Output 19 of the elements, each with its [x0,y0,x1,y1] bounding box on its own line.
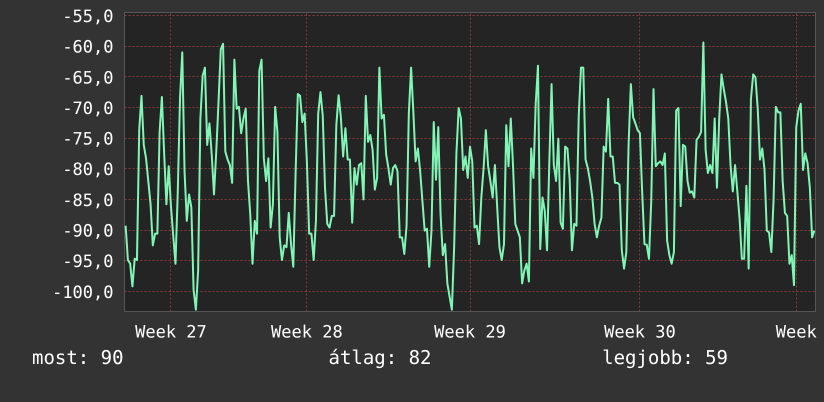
text: legjobb: 59 [601,346,728,371]
y-tick-label: -90,0 [62,222,114,242]
text: átlag: 82 [328,346,432,371]
y-tick-label: -60,0 [62,38,114,58]
x-tick-label: Week 30 [604,322,676,342]
line-series [124,42,816,311]
y-tick-label: -55,0 [62,7,114,28]
y-tick-label: -75,0 [62,130,114,150]
text: most: 90 [32,346,125,371]
y-tick-label: -70,0 [62,98,114,119]
x-tick-label: Week 29 [434,322,506,342]
y-tick-label: -85,0 [62,190,114,211]
y-tick-label: -95,0 [62,252,114,272]
x-tick-label: Week [776,322,817,342]
x-tick-label: Week 28 [271,322,343,342]
y-tick-label: -80,0 [62,160,114,180]
x-tick-label: Week 27 [135,322,207,342]
y-tick-label: -100,0 [52,282,114,303]
y-tick-label: -65,0 [62,68,114,88]
